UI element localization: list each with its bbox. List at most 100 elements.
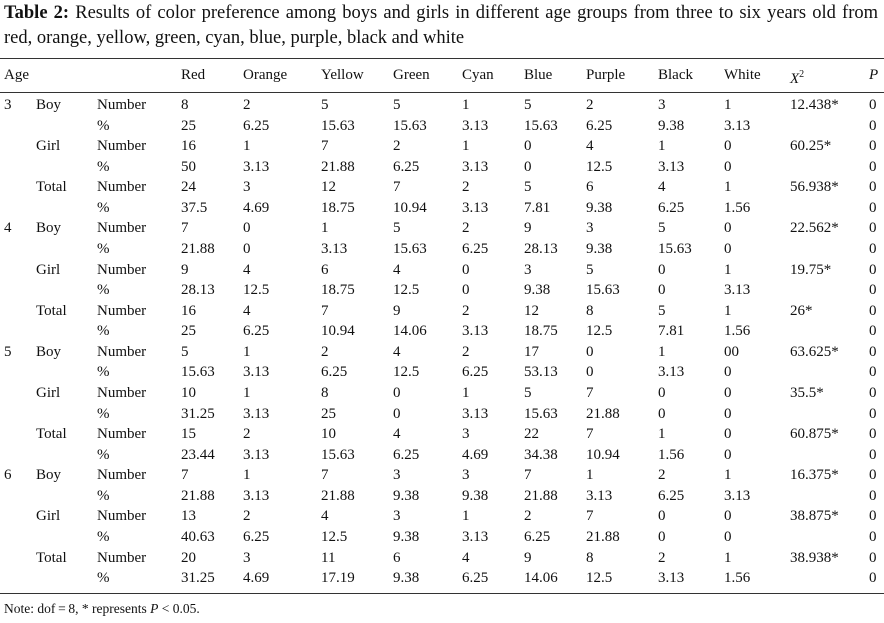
value: 1.56: [724, 323, 751, 340]
value: 2: [524, 508, 532, 525]
value: 6.25: [393, 446, 420, 463]
measure: %: [97, 240, 110, 257]
value: 53.13: [524, 364, 558, 381]
p-value: 0: [869, 323, 877, 340]
value: 6.25: [586, 117, 613, 134]
value: 7.81: [524, 199, 551, 216]
p-value: 0: [869, 467, 877, 484]
value: 31.25: [181, 405, 215, 422]
measure: Number: [97, 426, 147, 443]
value: 3: [243, 549, 251, 566]
value: 7.81: [658, 323, 685, 340]
value: 14.06: [393, 323, 427, 340]
value: 3.13: [243, 405, 270, 422]
p-value: 0: [869, 343, 877, 360]
age: 5: [4, 343, 12, 360]
value: 7: [586, 426, 594, 443]
chi-value: 16.375*: [790, 467, 839, 484]
value: 0: [658, 282, 666, 299]
value: 1: [724, 97, 732, 113]
value: 16: [181, 302, 196, 319]
p-value: 0: [869, 405, 877, 422]
value: 1.56: [724, 570, 751, 587]
value: 9: [393, 302, 401, 319]
value: 3: [658, 97, 666, 113]
p-value: 0: [869, 384, 877, 401]
value: 6.25: [393, 158, 420, 175]
p-value: 0: [869, 528, 877, 545]
value: 18.75: [321, 282, 355, 299]
value: 40.63: [181, 528, 215, 545]
value: 4: [393, 343, 401, 360]
value: 21.88: [181, 487, 215, 504]
value: 3.13: [243, 446, 270, 463]
value: 7: [586, 508, 594, 525]
value: 6.25: [462, 240, 489, 257]
value: 3: [586, 220, 594, 237]
value: 5: [393, 97, 401, 113]
value: 17: [524, 343, 539, 360]
p-value: 0: [869, 117, 877, 134]
value: 4.69: [243, 570, 270, 587]
value: 2: [658, 549, 666, 566]
value: 14.06: [524, 570, 558, 587]
chi-value: 22.562*: [790, 220, 839, 237]
value: 1: [724, 467, 732, 484]
p-value: 0: [869, 570, 877, 587]
measure: %: [97, 528, 110, 545]
value: 1: [462, 138, 470, 155]
caption: Table 2: Results of color preference amo…: [4, 1, 878, 51]
sex: Boy: [36, 343, 62, 360]
p-value: 0: [869, 261, 877, 278]
value: 6.25: [243, 528, 270, 545]
value: 12: [524, 302, 539, 319]
note: Note: dof = 8, * represents P < 0.05.: [4, 601, 200, 617]
value: 12.5: [393, 364, 420, 381]
value: 0: [658, 528, 666, 545]
caption-label: Table 2:: [4, 3, 70, 23]
chi-value: 38.938*: [790, 549, 839, 566]
p-value: 0: [869, 240, 877, 257]
measure: %: [97, 117, 110, 134]
sex: Girl: [36, 384, 61, 401]
value: 4: [586, 138, 594, 155]
value: 0: [462, 282, 470, 299]
value: 5: [524, 384, 532, 401]
value: 0: [724, 426, 732, 443]
value: 21.88: [524, 487, 558, 504]
color-header: Black: [658, 67, 693, 83]
value: 4: [393, 426, 401, 443]
value: 7: [181, 220, 189, 237]
value: 7: [393, 179, 401, 196]
value: 5: [321, 97, 329, 113]
value: 12.5: [586, 158, 613, 175]
value: 31.25: [181, 570, 215, 587]
note-prefix: Note: dof = 8, * represents: [4, 601, 151, 616]
value: 5: [658, 302, 666, 319]
value: 1: [724, 549, 732, 566]
value: 3.13: [462, 405, 489, 422]
value: 21.88: [586, 405, 620, 422]
value: 2: [462, 302, 470, 319]
chi-value: 60.25*: [790, 138, 832, 155]
measure: %: [97, 158, 110, 175]
value: 4.69: [462, 446, 489, 463]
value: 5: [524, 97, 532, 113]
top-rule: [0, 58, 884, 59]
value: 3: [243, 179, 251, 196]
value: 2: [243, 426, 251, 443]
p-value: 0: [869, 179, 877, 196]
value: 12.5: [586, 570, 613, 587]
value: 0: [724, 508, 732, 525]
color-header: Cyan: [462, 67, 494, 83]
value: 11: [321, 549, 336, 566]
value: 4: [243, 261, 251, 278]
value: 6.25: [658, 199, 685, 216]
value: 1: [321, 220, 329, 237]
value: 6: [321, 261, 329, 278]
value: 5: [658, 220, 666, 237]
value: 0: [724, 364, 732, 381]
value: 0: [724, 446, 732, 463]
p-value: 0: [869, 426, 877, 443]
value: 1: [724, 179, 732, 196]
